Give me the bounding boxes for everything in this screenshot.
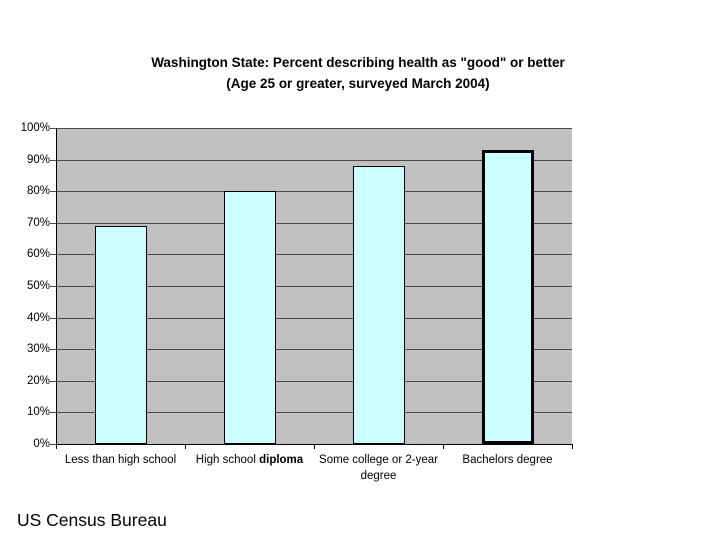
y-axis-label: 60% xyxy=(26,248,50,261)
y-gridline xyxy=(56,380,572,382)
y-gridline xyxy=(56,317,572,319)
y-gridline xyxy=(56,254,572,256)
x-axis-tick xyxy=(572,444,573,449)
y-axis-label: 10% xyxy=(26,406,50,419)
y-axis-tick xyxy=(50,444,56,445)
y-gridline xyxy=(56,128,572,129)
x-axis-tick xyxy=(185,444,186,449)
x-axis-label: Less than high school xyxy=(64,454,177,466)
source-text: US Census Bureau xyxy=(17,510,167,530)
y-axis-tick xyxy=(50,128,56,129)
y-axis-tick xyxy=(50,286,56,287)
y-axis-tick xyxy=(50,349,56,351)
y-axis-label: 0% xyxy=(33,438,50,450)
y-axis-tick xyxy=(50,254,56,256)
y-axis-tick xyxy=(50,159,56,161)
y-gridline xyxy=(56,222,572,224)
bar-some-college-or-2-year-degree xyxy=(352,166,405,444)
bar-bachelors-degree xyxy=(481,150,534,444)
y-gridline xyxy=(56,286,572,287)
x-axis-tick xyxy=(56,444,57,449)
x-axis-tick xyxy=(443,444,444,449)
y-gridline xyxy=(56,159,572,161)
y-axis-line xyxy=(56,128,57,444)
y-gridline xyxy=(56,191,572,193)
y-axis-tick xyxy=(50,317,56,319)
y-gridline xyxy=(56,349,572,351)
y-axis-tick xyxy=(50,412,56,414)
chart-title: Washington State: Percent describing hea… xyxy=(98,52,618,94)
y-axis-tick xyxy=(50,380,56,382)
y-axis-tick xyxy=(50,191,56,193)
bar-less-than-high-school xyxy=(94,226,147,444)
y-axis-label: 20% xyxy=(26,374,50,387)
x-axis-label: Some college or 2-year degree xyxy=(319,454,438,482)
y-axis-label: 70% xyxy=(26,216,50,229)
chart-title-line1: Washington State: Percent describing hea… xyxy=(151,55,565,70)
y-axis-label: 30% xyxy=(26,343,50,356)
y-axis-label: 50% xyxy=(26,280,50,292)
y-axis-tick xyxy=(50,222,56,224)
y-axis-label: 40% xyxy=(26,311,50,324)
y-axis-label: 100% xyxy=(20,122,50,134)
bar-high-school-diploma xyxy=(223,191,276,444)
y-axis-label: 90% xyxy=(26,153,50,166)
x-axis-label: High school diploma xyxy=(195,454,304,466)
x-axis-label: Bachelors degree xyxy=(462,454,553,466)
chart-title-line2: (Age 25 or greater, surveyed March 2004) xyxy=(226,76,490,91)
y-axis-label: 80% xyxy=(26,185,50,198)
y-gridline xyxy=(56,412,572,414)
x-axis-tick xyxy=(314,444,315,449)
